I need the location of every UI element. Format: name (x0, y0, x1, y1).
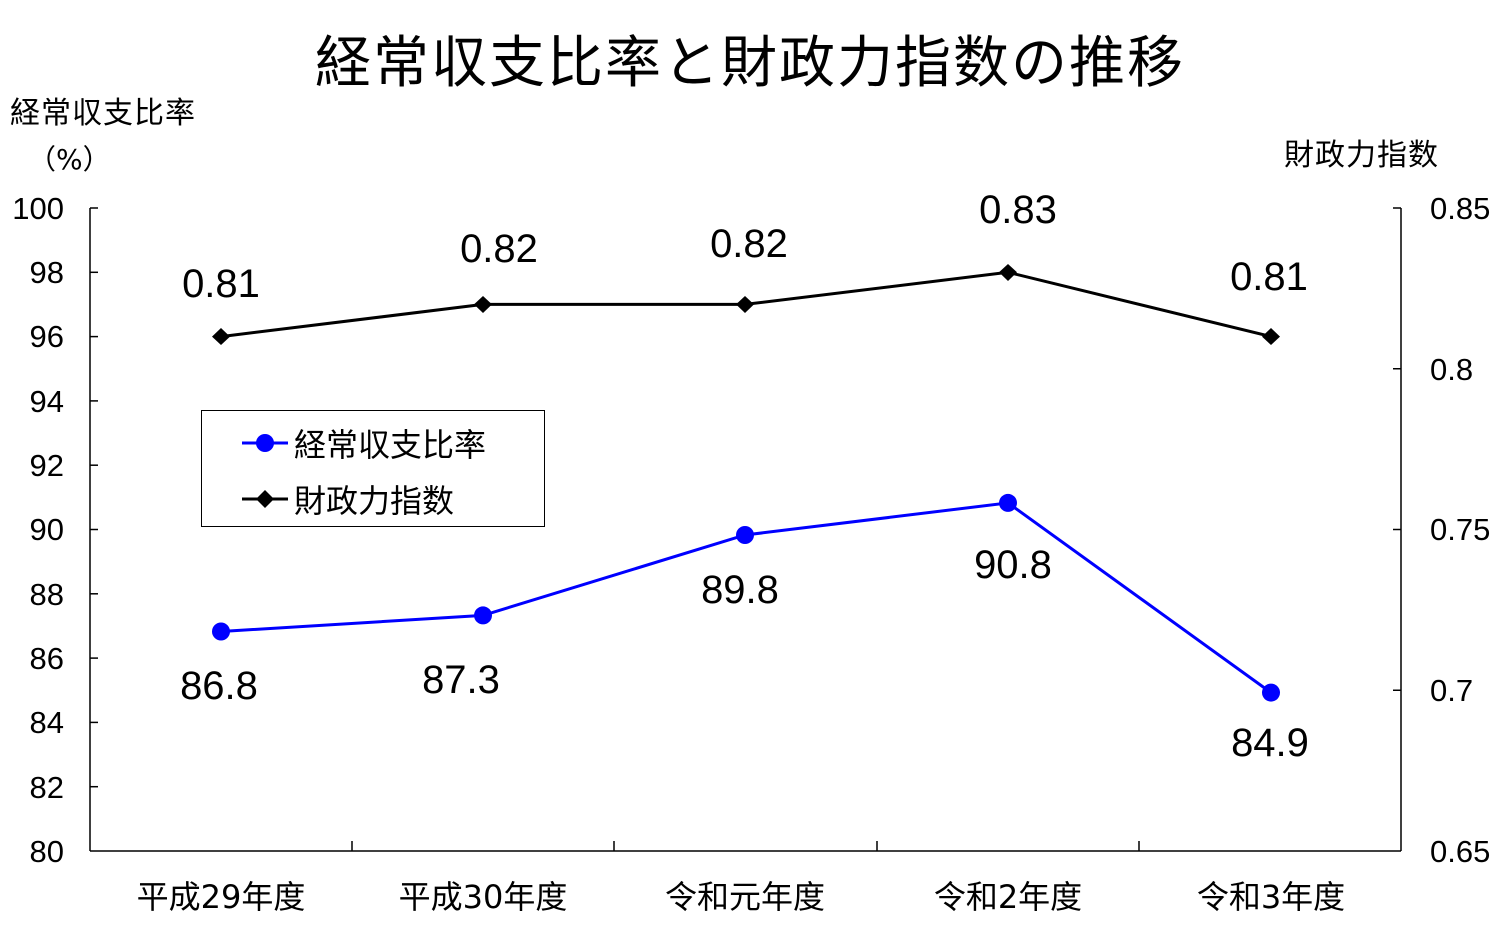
svg-text:0.75: 0.75 (1430, 512, 1490, 547)
x-axis-ticks (351, 841, 1140, 851)
svg-text:88: 88 (30, 577, 64, 612)
circle-marker (999, 493, 1017, 512)
svg-text:0.81: 0.81 (1230, 255, 1308, 299)
svg-text:84.9: 84.9 (1231, 721, 1309, 765)
right-axis-tick-labels: 0.85 0.8 0.75 0.7 0.65 (1430, 191, 1490, 869)
svg-text:86.8: 86.8 (180, 664, 258, 708)
left-axis-ticks (90, 207, 98, 788)
legend-item-index: 財政力指数 (242, 479, 455, 520)
svg-text:令和元年度: 令和元年度 (665, 878, 825, 916)
svg-text:平成30年度: 平成30年度 (399, 878, 568, 916)
blue-circle-line-icon (242, 434, 288, 452)
svg-text:94: 94 (30, 384, 64, 419)
svg-text:0.7: 0.7 (1430, 673, 1473, 708)
svg-text:0.85: 0.85 (1430, 191, 1490, 226)
svg-text:0.83: 0.83 (979, 188, 1057, 232)
svg-text:89.8: 89.8 (701, 568, 779, 612)
svg-text:98: 98 (30, 255, 64, 290)
svg-text:0.82: 0.82 (710, 222, 788, 266)
svg-text:令和3年度: 令和3年度 (1197, 878, 1345, 916)
legend-item-ratio: 経常収支比率 (242, 423, 487, 464)
svg-text:平成29年度: 平成29年度 (137, 878, 306, 916)
diamond-marker (1262, 328, 1280, 345)
svg-text:80: 80 (30, 834, 64, 869)
svg-text:令和2年度: 令和2年度 (934, 878, 1082, 916)
svg-text:0.65: 0.65 (1430, 834, 1490, 869)
svg-text:0.82: 0.82 (460, 227, 538, 271)
diamond-marker (736, 296, 754, 313)
legend-label-index: 財政力指数 (294, 482, 455, 520)
svg-text:86: 86 (30, 641, 64, 676)
left-axis-label: 経常収支比率 (10, 96, 196, 131)
black-diamond-line-icon (242, 490, 288, 508)
circle-marker (1262, 683, 1280, 702)
svg-text:82: 82 (30, 770, 64, 805)
chart-legend: 経常収支比率 財政力指数 (201, 410, 545, 527)
diamond-marker (999, 264, 1017, 281)
svg-text:100: 100 (12, 191, 64, 226)
x-axis-category-labels: 平成29年度 平成30年度 令和元年度 令和2年度 令和3年度 (137, 878, 1346, 916)
svg-text:87.3: 87.3 (422, 658, 500, 702)
legend-label-ratio: 経常収支比率 (294, 426, 487, 464)
right-axis-ticks (1393, 207, 1401, 691)
left-axis-tick-labels: 100 98 96 94 92 90 88 86 84 82 80 (12, 191, 64, 869)
ratio-data-labels: 86.8 87.3 89.8 90.8 84.9 (180, 543, 1309, 765)
svg-text:92: 92 (30, 448, 64, 483)
index-data-labels: 0.81 0.82 0.82 0.83 0.81 (182, 188, 1308, 306)
svg-text:0.8: 0.8 (1430, 352, 1473, 387)
circle-marker (736, 526, 754, 544)
svg-text:96: 96 (30, 319, 64, 354)
svg-text:84: 84 (30, 705, 64, 740)
circle-marker (212, 622, 230, 641)
diamond-marker (212, 328, 230, 345)
series-index (212, 264, 1280, 345)
svg-text:0.81: 0.81 (182, 262, 260, 306)
right-axis-label: 財政力指数 (1284, 138, 1439, 173)
diamond-marker (474, 296, 492, 313)
svg-text:90: 90 (30, 512, 64, 547)
left-axis-unit: （%） (28, 143, 111, 176)
svg-text:90.8: 90.8 (974, 543, 1052, 587)
series-ratio (212, 493, 1280, 702)
circle-marker (474, 606, 492, 625)
chart-title: 経常収支比率と財政力指数の推移 (315, 31, 1185, 96)
